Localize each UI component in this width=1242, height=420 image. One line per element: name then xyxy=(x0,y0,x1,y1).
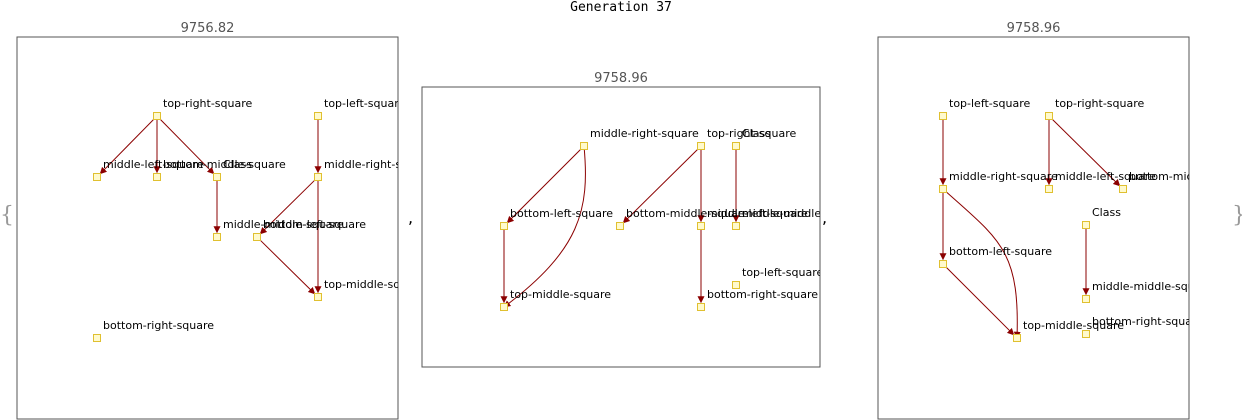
edge-mrs-tms xyxy=(942,188,1021,339)
edge-trs-bms xyxy=(622,148,699,224)
panel-graph: top-left-square top-right-square middle-ri… xyxy=(939,97,1242,342)
panel-1: 9756.82 top-right-square top-left-square mi… xyxy=(16,21,433,420)
node-label-tms: top-middle-square xyxy=(1023,319,1124,332)
node-label-mrs: middle-right-square xyxy=(590,127,699,140)
node-label-trs: top-right-square xyxy=(163,97,253,110)
edge-mrs-bls xyxy=(259,179,316,235)
node-label-cls: Class xyxy=(1092,206,1121,219)
node-label-mls: middle-left-square xyxy=(707,207,808,220)
panel-3: 9758.96 top-left-square top-right-square mi… xyxy=(877,21,1242,420)
node-label-bms: bottom-middle-square xyxy=(163,158,286,171)
panel-graph: middle-right-square top-right-squareClass… xyxy=(500,127,863,311)
right-brace: } xyxy=(1232,203,1242,228)
node-label-mms: middle-middle-square xyxy=(223,218,344,231)
edge-trs-mls xyxy=(99,118,155,175)
panel-frame xyxy=(877,36,1190,420)
node-mms xyxy=(213,233,221,241)
node-mls xyxy=(697,222,705,230)
node-brs xyxy=(93,334,101,342)
node-label-brs: bottom-right-square xyxy=(103,319,214,332)
node-bms xyxy=(153,173,161,181)
node-label-tms: top-middle-square xyxy=(324,278,425,291)
panel-frame xyxy=(16,36,399,420)
node-tls xyxy=(939,112,947,120)
node-mrs xyxy=(580,142,588,150)
node-label-mls: middle-left-square xyxy=(103,158,204,171)
node-label-bms: bottom-middle-square xyxy=(1129,170,1242,183)
node-label-mrs: middle-right-square xyxy=(324,158,433,171)
node-label-mrs: middle-right-square xyxy=(949,170,1058,183)
edge-bls-tms xyxy=(259,239,316,295)
node-label-bls: bottom-left-square xyxy=(949,245,1052,258)
left-brace: { xyxy=(0,203,14,228)
node-label-bms: bottom-middle-square xyxy=(626,207,749,220)
node-label-bls: bottom-left-square xyxy=(263,218,366,231)
node-label-mms: middle-middle-square xyxy=(1092,280,1213,293)
node-trs xyxy=(1045,112,1053,120)
panel-2: 9758.96 middle-right-square top-right-squa… xyxy=(421,71,863,368)
node-label-cls: Class xyxy=(223,158,252,171)
node-cls xyxy=(213,173,221,181)
panel-score: 9758.96 xyxy=(594,71,648,86)
edge-trs-cls xyxy=(159,118,215,175)
panel-score: 9758.96 xyxy=(1007,21,1061,36)
node-tms xyxy=(314,293,322,301)
node-brs xyxy=(1082,330,1090,338)
node-label-tls: top-left-square xyxy=(324,97,405,110)
generation-title: Generation 37 xyxy=(570,0,672,15)
node-label-mms: middle-middle-square xyxy=(742,207,863,220)
edge-mrs-bls xyxy=(506,148,582,224)
node-mrs xyxy=(939,185,947,193)
node-bls xyxy=(500,222,508,230)
node-bls xyxy=(253,233,261,241)
node-label-trs: top-right-square xyxy=(1055,97,1145,110)
node-bls xyxy=(939,260,947,268)
node-label-brs: bottom-right-square xyxy=(707,288,818,301)
edge-bls-tms xyxy=(945,266,1015,336)
separator-comma-2: , xyxy=(822,208,828,227)
node-label-bls: bottom-left-square xyxy=(510,207,613,220)
panel-score: 9756.82 xyxy=(181,21,235,36)
node-label-tls: top-left-square xyxy=(949,97,1030,110)
node-label-mls: middle-left-square xyxy=(1055,170,1156,183)
panel-graph: top-right-square top-left-square middle-le… xyxy=(93,97,433,342)
node-mms xyxy=(732,222,740,230)
edge-trs-bms xyxy=(1051,118,1121,187)
node-tls xyxy=(314,112,322,120)
node-label-cls: Class xyxy=(742,127,771,140)
edge-mrs-tms xyxy=(503,145,586,308)
node-mms xyxy=(1082,295,1090,303)
node-tms xyxy=(1013,334,1021,342)
node-bms xyxy=(1119,185,1127,193)
node-tls xyxy=(732,281,740,289)
node-cls xyxy=(1082,221,1090,229)
node-label-tms: top-middle-square xyxy=(510,288,611,301)
separator-comma-1: , xyxy=(408,208,414,227)
node-trs xyxy=(697,142,705,150)
node-label-tls: top-left-square xyxy=(742,266,823,279)
node-tms xyxy=(500,303,508,311)
node-mls xyxy=(93,173,101,181)
node-label-trs: top-right-square xyxy=(707,127,797,140)
node-trs xyxy=(153,112,161,120)
panel-frame xyxy=(421,86,821,368)
node-mls xyxy=(1045,185,1053,193)
node-brs xyxy=(697,303,705,311)
node-bms xyxy=(616,222,624,230)
node-cls xyxy=(732,142,740,150)
node-mrs xyxy=(314,173,322,181)
node-label-brs: bottom-right-square xyxy=(1092,315,1203,328)
